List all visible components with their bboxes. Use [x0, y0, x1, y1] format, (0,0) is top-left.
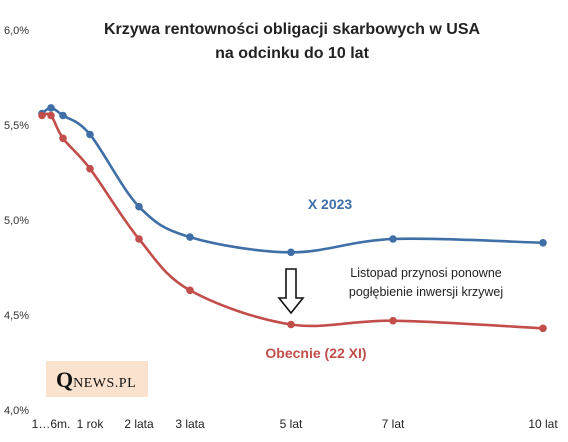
series-0-point: [389, 235, 397, 243]
series-layer: [38, 104, 547, 333]
series-1-point: [47, 111, 55, 120]
series-0-point: [287, 248, 295, 257]
series-line-0: [40, 106, 545, 254]
series-1-point: [389, 316, 397, 325]
series-label-current: Obecnie (22 XI): [265, 345, 366, 361]
y-tick-label: 5,5%: [4, 120, 29, 132]
series-0-point: [86, 130, 94, 139]
x-axis: 1…6m. 1 rok 2 lata 3 lata 5 lat 7 lat 10 lat: [32, 417, 559, 431]
series-0-point: [186, 233, 194, 241]
x-tick-label: 1…6m.: [32, 417, 71, 431]
logo-rest: NEWS.PL: [73, 376, 137, 391]
series-0-point: [135, 202, 143, 211]
series-0-point: [47, 104, 55, 112]
series-1-point: [287, 320, 295, 329]
series-1-point: [135, 235, 143, 243]
x-tick-label: 2 lata: [124, 417, 154, 431]
y-tick-label: 5,0%: [4, 215, 29, 227]
x-tick-label: 1 rok: [77, 417, 105, 431]
qnews-logo: QNEWS.PL: [46, 361, 148, 397]
annotation-line-1: Listopad przynosi ponowne: [350, 266, 502, 280]
series-0-point: [59, 111, 67, 120]
series-0-point: [539, 239, 547, 247]
y-axis: 4,0% 4,5% 5,0% 5,5% 6,0%: [4, 25, 29, 417]
x-tick-label: 3 lata: [175, 417, 205, 431]
annotation-line-2: pogłębienie inwersji krzywej: [349, 285, 503, 299]
y-tick-label: 4,5%: [4, 310, 29, 322]
x-tick-label: 7 lat: [382, 417, 405, 431]
series-1-point: [86, 164, 94, 173]
series-1-point: [186, 286, 194, 295]
y-tick-label: 6,0%: [4, 25, 29, 37]
logo-q: Q: [56, 367, 74, 392]
x-tick-label: 5 lat: [280, 417, 303, 431]
series-1-point: [38, 111, 46, 120]
series-1-point: [539, 324, 547, 333]
down-arrow-icon: [277, 268, 305, 315]
x-tick-label: 10 lat: [528, 417, 558, 431]
series-1-point: [59, 134, 67, 143]
y-tick-label: 4,0%: [4, 405, 29, 417]
chart-title-line-1: Krzywa rentowności obligacji skarbowych …: [104, 21, 481, 38]
series-label-x-2023: X 2023: [308, 196, 353, 212]
chart-title-line-2: na odcinku do 10 lat: [215, 45, 369, 62]
